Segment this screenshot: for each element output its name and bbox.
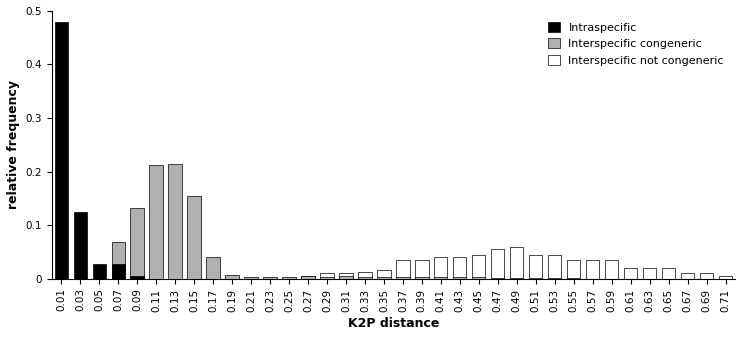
Bar bbox=[510, 278, 523, 279]
Bar bbox=[548, 278, 562, 279]
Bar bbox=[434, 277, 447, 279]
Bar bbox=[244, 277, 257, 279]
Bar bbox=[643, 268, 656, 279]
Bar bbox=[510, 247, 523, 279]
Bar bbox=[339, 276, 352, 279]
Bar bbox=[491, 278, 505, 279]
Bar bbox=[111, 242, 125, 279]
Bar bbox=[55, 22, 68, 279]
Bar bbox=[358, 277, 372, 279]
Bar bbox=[301, 276, 315, 279]
Bar bbox=[605, 260, 618, 279]
Bar bbox=[111, 264, 125, 279]
Bar bbox=[491, 249, 505, 279]
Bar bbox=[453, 257, 467, 279]
Legend: Intraspecific, Interspecific congeneric, Interspecific not congeneric: Intraspecific, Interspecific congeneric,… bbox=[543, 17, 729, 71]
Bar bbox=[339, 273, 352, 279]
Bar bbox=[149, 165, 162, 279]
Bar bbox=[377, 270, 390, 279]
Bar bbox=[206, 257, 220, 279]
Bar bbox=[700, 273, 713, 279]
Bar bbox=[283, 277, 295, 279]
Bar bbox=[416, 260, 428, 279]
Bar bbox=[624, 268, 637, 279]
Bar bbox=[567, 278, 580, 279]
Bar bbox=[719, 276, 732, 279]
Bar bbox=[301, 276, 315, 279]
Bar bbox=[586, 260, 600, 279]
Bar bbox=[93, 264, 106, 279]
Bar bbox=[416, 277, 428, 279]
Bar bbox=[131, 208, 144, 279]
Bar bbox=[396, 277, 410, 279]
Bar bbox=[662, 268, 675, 279]
Bar bbox=[529, 254, 542, 279]
Bar bbox=[548, 254, 562, 279]
Bar bbox=[168, 163, 182, 279]
Y-axis label: relative frequency: relative frequency bbox=[7, 80, 20, 209]
Bar bbox=[472, 277, 485, 279]
Bar bbox=[131, 276, 144, 279]
Bar bbox=[226, 275, 239, 279]
Bar bbox=[358, 272, 372, 279]
Bar bbox=[434, 257, 447, 279]
Bar bbox=[472, 254, 485, 279]
Bar bbox=[321, 273, 334, 279]
Bar bbox=[529, 278, 542, 279]
Bar bbox=[453, 277, 467, 279]
Bar bbox=[396, 260, 410, 279]
Bar bbox=[73, 212, 87, 279]
Bar bbox=[321, 277, 334, 279]
Bar bbox=[263, 277, 277, 279]
Bar bbox=[377, 277, 390, 279]
Bar bbox=[188, 196, 201, 279]
Bar bbox=[681, 273, 695, 279]
Bar bbox=[567, 260, 580, 279]
X-axis label: K2P distance: K2P distance bbox=[348, 317, 439, 330]
